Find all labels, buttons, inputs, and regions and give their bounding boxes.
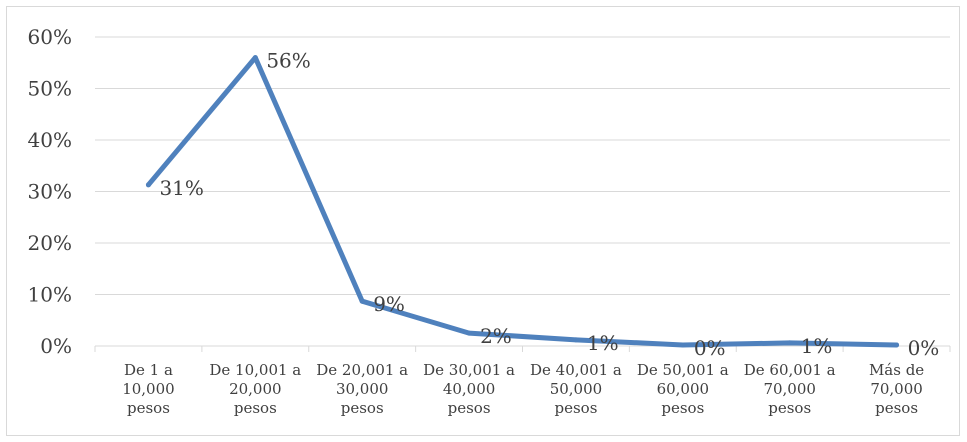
data-point xyxy=(894,342,900,348)
data-label: 0% xyxy=(694,336,726,360)
y-tick-label: 10% xyxy=(28,283,72,307)
y-tick-label: 30% xyxy=(28,180,72,204)
y-tick-label: 40% xyxy=(28,128,72,152)
data-point xyxy=(680,342,686,348)
y-tick-label: 20% xyxy=(28,231,72,255)
x-tick-label: De 20,001 a 30,000 pesos xyxy=(316,361,408,417)
x-tick-label: De 10,001 a 20,000 pesos xyxy=(209,361,301,417)
x-tick-label: Más de 70,000 pesos xyxy=(869,361,924,417)
x-tick-label: De 1 a 10,000 pesos xyxy=(122,361,175,417)
data-label: 1% xyxy=(587,331,619,355)
data-label: 56% xyxy=(266,49,310,73)
y-tick-label: 0% xyxy=(40,334,72,358)
data-point xyxy=(359,298,365,304)
data-point xyxy=(466,330,472,336)
data-label: 31% xyxy=(159,176,203,200)
data-label: 9% xyxy=(373,292,405,316)
data-label: 2% xyxy=(480,324,512,348)
data-label: 1% xyxy=(801,334,833,358)
data-point xyxy=(145,182,151,188)
x-tick-label: De 50,001 a 60,000 pesos xyxy=(637,361,729,417)
x-tick-label: De 40,001 a 50,000 pesos xyxy=(530,361,622,417)
data-point xyxy=(573,337,579,343)
data-point xyxy=(252,55,258,61)
x-tick-label: De 60,001 a 70,000 pesos xyxy=(744,361,836,417)
chart-frame xyxy=(6,6,960,436)
data-point xyxy=(787,340,793,346)
y-tick-label: 60% xyxy=(28,25,72,49)
x-tick-label: De 30,001 a 40,000 pesos xyxy=(423,361,515,417)
y-tick-label: 50% xyxy=(28,77,72,101)
data-label: 0% xyxy=(908,336,940,360)
series-line xyxy=(145,55,900,348)
